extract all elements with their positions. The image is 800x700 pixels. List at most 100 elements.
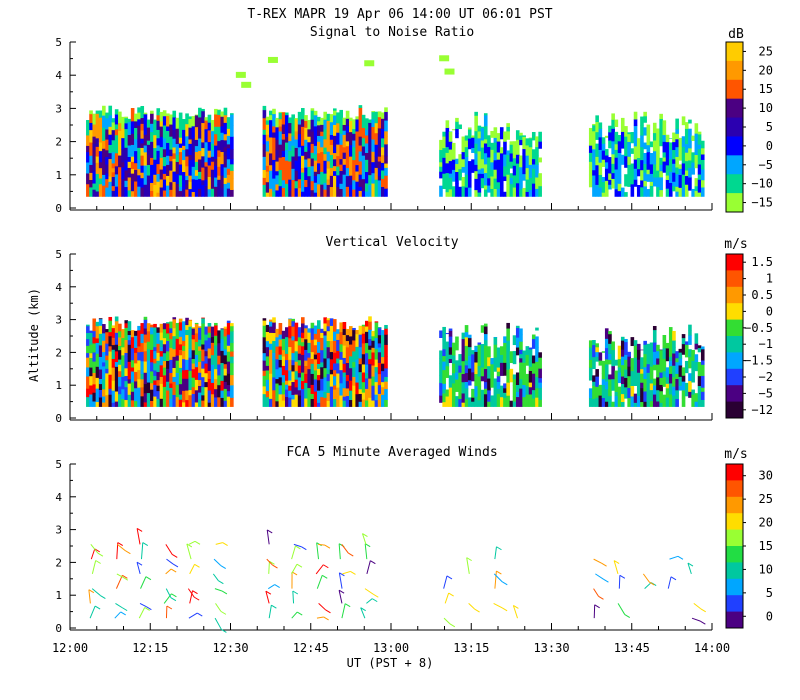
heatmap-cell [624,136,628,145]
wind-barb [268,561,270,574]
colorbar-swatch [726,117,743,137]
heatmap-cell [304,398,308,407]
heatmap-cell [640,368,644,374]
heatmap-cell [675,351,679,354]
heatmap-cell [349,117,353,121]
heatmap-cell [214,345,218,352]
heatmap-cell [374,394,379,401]
heatmap-cell [349,367,353,381]
heatmap-cell [118,155,122,168]
heatmap-cell [150,150,154,158]
heatmap-cell [166,323,170,334]
heatmap-cell [493,357,498,367]
heatmap-cell [525,191,530,197]
heatmap-cell [477,355,482,367]
wind-barb [693,603,702,610]
heatmap-cell [297,120,302,125]
heatmap-cell [108,171,113,177]
heatmap-cell [442,369,446,375]
heatmap-cell [659,113,663,120]
heatmap-cell [675,156,679,168]
heatmap-cell [130,347,135,361]
heatmap-cell [140,165,145,173]
heatmap-cell [640,401,644,407]
heatmap-cell [159,179,164,188]
heatmap-cell [336,333,340,340]
heatmap-cell [493,169,498,179]
heatmap-cell [595,397,599,407]
heatmap-cell [374,156,379,168]
wind-barb-feather [295,545,301,550]
heatmap-cell [464,135,469,141]
heatmap-cell [191,178,196,193]
heatmap-cell [166,142,170,156]
heatmap-cell [345,167,350,177]
y-tick-label: 5 [55,248,62,261]
heatmap-cell [207,378,212,391]
wind-barb [493,602,503,609]
wind-barb [189,564,195,575]
heatmap-cell [700,346,705,350]
heatmap-cell [451,372,456,384]
heatmap-cell [684,122,689,129]
heatmap-cell [230,397,234,407]
heatmap-cell [627,180,631,187]
heatmap-cell [368,163,372,176]
heatmap-cell [467,129,472,139]
heatmap-cell [105,329,109,333]
heatmap-cell [487,146,491,158]
heatmap-cell [317,116,321,122]
heatmap-cell [531,158,536,165]
heatmap-cell [668,373,673,384]
heatmap-cell [297,372,302,378]
heatmap-cell [531,149,536,160]
wind-barb [593,558,602,564]
heatmap-cell [672,141,676,151]
heatmap-cell [175,119,180,129]
heatmap-cell [646,151,651,164]
heatmap-cell [98,383,103,390]
heatmap-cell [92,330,97,338]
heatmap-cell [442,374,446,384]
heatmap-cell [608,173,612,180]
heatmap-cell [301,180,305,185]
heatmap-cell [269,110,273,116]
heatmap-cell [361,167,366,180]
heatmap-cell [601,373,606,380]
heatmap-cell [368,134,372,143]
wind-barb [117,543,126,552]
heatmap-cell [130,180,135,192]
heatmap-cell [150,113,154,124]
heatmap-cell [269,170,273,184]
heatmap-cell [121,365,125,377]
heatmap-cell [105,368,109,374]
heatmap-cell [304,151,308,160]
heatmap-cell [352,329,356,341]
heatmap-cell [118,111,122,124]
heatmap-cell [320,378,324,391]
heatmap-cell [169,155,173,162]
heatmap-cell [294,361,299,372]
y-tick-label: 4 [55,281,62,294]
heatmap-cell [127,118,132,123]
heatmap-cell [223,183,228,197]
heatmap-cell [121,116,125,119]
heatmap-cell [336,380,340,388]
heatmap-cell [480,147,485,160]
heatmap-cell [358,136,363,146]
heatmap-cell [226,147,231,160]
heatmap-cell [697,155,702,165]
y-axis-label: Altitude (km) [27,288,41,382]
heatmap-cell [265,120,270,125]
heatmap-cell [201,360,205,369]
heatmap-cell [114,174,119,187]
heatmap-cell [349,144,353,157]
heatmap-cell [323,160,327,174]
heatmap-cell [307,378,311,384]
heatmap-cell [681,153,686,164]
heatmap-cell [458,383,462,394]
heatmap-cell [166,155,170,165]
heatmap-cell [668,138,673,139]
heatmap-cell [166,333,170,342]
heatmap-cell [198,361,202,373]
